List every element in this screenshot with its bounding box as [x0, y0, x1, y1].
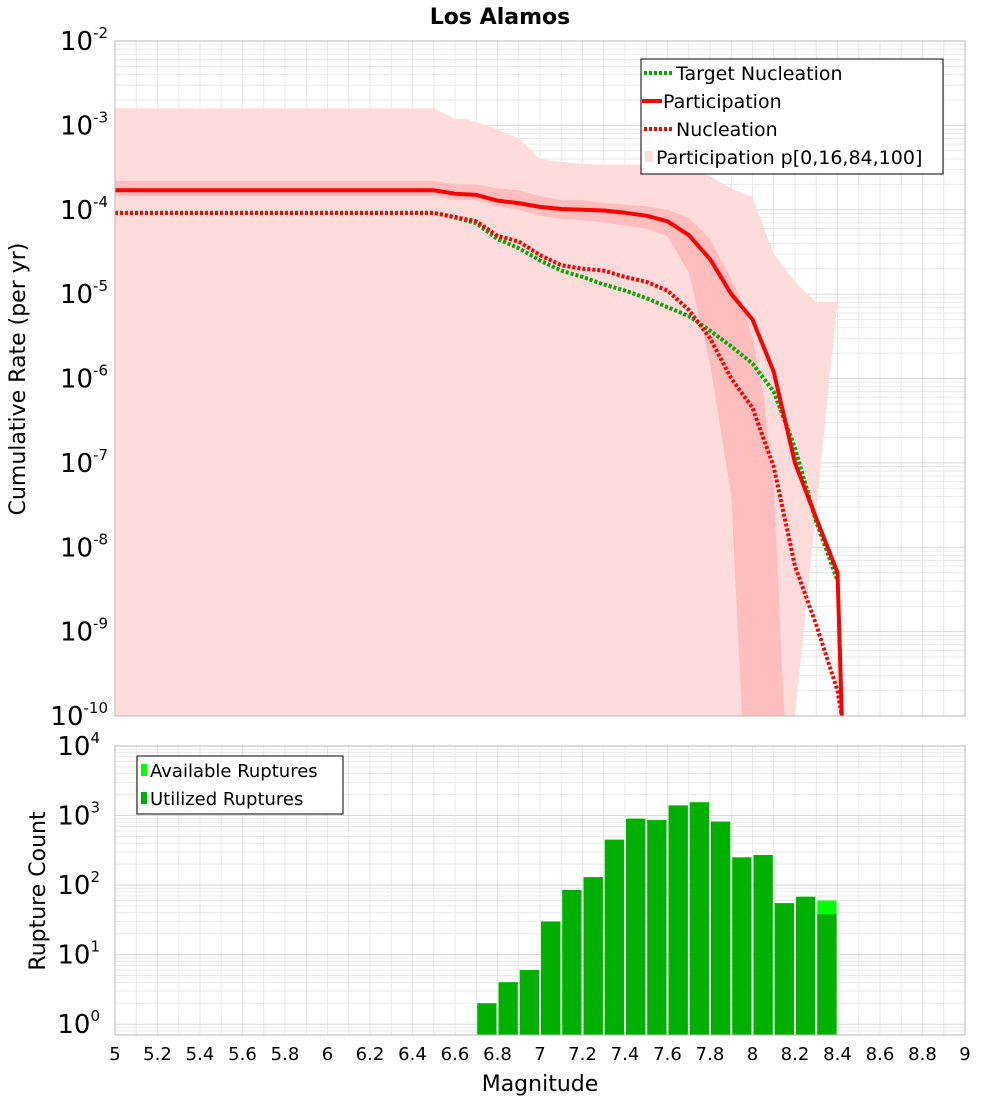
utilized-ruptures-bar [689, 802, 710, 1035]
rate-y-tick-label: 10-4 [60, 193, 108, 226]
rate-bands [115, 108, 838, 716]
legend-label-nucleation: Nucleation [676, 119, 778, 141]
x-tick-label: 8 [747, 1044, 758, 1065]
rate-chart: Los Alamos 10-210-310-410-510-610-710-81… [6, 5, 966, 732]
legend-label-participation: Participation [663, 91, 782, 113]
x-tick-label: 5.8 [271, 1044, 300, 1065]
rate-y-tick-label: 10-5 [60, 277, 108, 310]
x-tick-label: 7 [534, 1044, 545, 1065]
utilized-ruptures-bar [817, 914, 837, 1035]
rate-y-tick-label: 10-3 [60, 108, 108, 141]
rate-legend: Target Nucleation Participation Nucleati… [640, 58, 944, 175]
count-legend: Available Ruptures Utilized Ruptures [136, 755, 344, 815]
x-tick-label: 7.2 [568, 1044, 597, 1065]
legend-swatch-utilized-ruptures [141, 792, 147, 804]
rate-y-tick-label: 10-7 [60, 446, 108, 479]
count-y-ticks: 104 103 102 101 100 [57, 729, 100, 1040]
legend-item-target-nucleation: Target Nucleation [644, 63, 843, 85]
x-tick-label: 6 [322, 1044, 333, 1065]
count-y-tick-label: 103 [57, 799, 100, 832]
count-legend-box [136, 755, 344, 815]
x-tick-label: 9 [959, 1044, 970, 1065]
x-tick-label: 5.2 [143, 1044, 172, 1065]
utilized-ruptures-bar [583, 877, 603, 1035]
rate-y-tick-label: 10-10 [50, 699, 108, 732]
rate-y-axis-label: Cumulative Rate (per yr) [6, 243, 31, 516]
x-tick-label: 6.8 [483, 1044, 512, 1065]
x-tick-label: 5 [109, 1044, 120, 1065]
x-tick-label: 8.8 [908, 1044, 937, 1065]
x-tick-label: 7.6 [653, 1044, 682, 1065]
x-tick-label: 8.6 [866, 1044, 895, 1065]
utilized-ruptures-bar [796, 896, 816, 1035]
participation-line [115, 188, 844, 717]
legend-item-nucleation: Nucleation [644, 119, 778, 141]
utilized-ruptures-bar [519, 970, 540, 1035]
utilized-ruptures-bar [732, 857, 752, 1035]
rate-plot-border [114, 40, 966, 717]
legend-label-participation-range: Participation p[0,16,84,100] [656, 147, 922, 169]
rate-y-tick-label: 10-8 [60, 530, 108, 563]
utilized-ruptures-bar [753, 855, 773, 1035]
legend-label-target-nucleation: Target Nucleation [675, 63, 843, 85]
utilized-ruptures-bar [477, 1003, 497, 1035]
utilized-ruptures-bar [668, 805, 688, 1035]
nucleation-line [115, 210, 844, 717]
utilized-ruptures-bar [647, 820, 667, 1035]
legend-swatch-participation-range [645, 151, 653, 162]
x-tick-label: 7.8 [696, 1044, 725, 1065]
count-y-tick-label: 100 [57, 1007, 100, 1040]
count-x-ticks: 5 5.2 5.4 5.6 5.8 6 6.2 6.4 6.6 6.8 7 7.2 7.4 7.6 7.8 8… [109, 1044, 970, 1065]
x-tick-label: 8.4 [823, 1044, 852, 1065]
x-tick-label: 5.4 [186, 1044, 215, 1065]
utilized-ruptures-bar [774, 903, 794, 1035]
count-y-tick-label: 104 [57, 729, 100, 762]
legend-item-utilized-ruptures: Utilized Ruptures [141, 789, 303, 810]
count-y-tick-label: 102 [57, 868, 100, 901]
x-tick-label: 6.6 [441, 1044, 470, 1065]
rate-y-tick-label: 10-9 [60, 615, 108, 648]
legend-item-participation-range: Participation p[0,16,84,100] [645, 147, 922, 169]
band-participation-p0-p100 [115, 108, 838, 716]
x-tick-label: 6.4 [398, 1044, 427, 1065]
utilized-ruptures-bar [604, 839, 624, 1035]
count-bars [477, 802, 837, 1035]
x-axis-label: Magnitude [482, 1072, 599, 1097]
rupture-count-chart: 104 103 102 101 100 5 5.2 5.4 5.6 5.8 6 6.2 6.4 6.6 6… [26, 729, 971, 1097]
utilized-ruptures-bar [626, 818, 646, 1035]
legend-swatch-available-ruptures [141, 764, 147, 776]
rate-y-tick-label: 10-2 [60, 24, 108, 57]
legend-label-available-ruptures: Available Ruptures [150, 761, 318, 782]
x-tick-label: 8.2 [781, 1044, 810, 1065]
count-y-axis-label: Rupture Count [26, 811, 51, 971]
count-plot-border [114, 745, 966, 1036]
legend-item-available-ruptures: Available Ruptures [141, 761, 318, 782]
utilized-ruptures-bar [711, 821, 731, 1035]
chart-title: Los Alamos [430, 5, 570, 30]
rate-lines [115, 188, 844, 717]
rate-y-ticks: 10-2 10-3 10-4 10-5 10-6 10-7 10-8 10-9 10-10 [50, 24, 108, 732]
utilized-ruptures-bar [541, 921, 561, 1035]
utilized-ruptures-bar [562, 890, 582, 1035]
rate-legend-box [640, 58, 944, 175]
utilized-ruptures-bar [498, 982, 518, 1035]
legend-item-participation: Participation [642, 91, 782, 113]
count-y-tick-label: 101 [57, 938, 100, 971]
rate-y-tick-label: 10-6 [60, 362, 108, 395]
x-tick-label: 5.6 [228, 1044, 257, 1065]
x-tick-label: 7.4 [611, 1044, 640, 1065]
x-tick-label: 6.2 [356, 1044, 385, 1065]
legend-label-utilized-ruptures: Utilized Ruptures [150, 789, 303, 810]
